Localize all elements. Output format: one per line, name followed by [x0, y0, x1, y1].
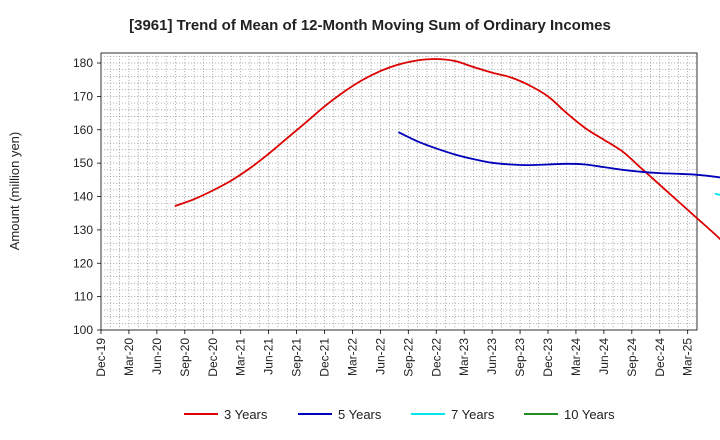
x-tick-label: Mar-23 [457, 338, 471, 376]
x-tick-label: Mar-24 [569, 338, 583, 376]
legend-label-7-years: 7 Years [451, 407, 495, 422]
x-tick-label: Dec-21 [318, 338, 332, 377]
x-tick-label: Sep-24 [625, 338, 639, 377]
y-tick-label: 160 [73, 123, 93, 137]
legend-label-3-years: 3 Years [224, 407, 268, 422]
x-tick-label: Mar-21 [234, 338, 248, 376]
series-line-3-years [174, 58, 720, 241]
chart-title: [3961] Trend of Mean of 12-Month Moving … [129, 17, 611, 34]
y-tick-label: 130 [73, 223, 93, 237]
x-tick-label: Sep-23 [513, 338, 527, 377]
x-tick-label: Mar-25 [681, 338, 695, 376]
x-tick-label: Dec-24 [653, 338, 667, 377]
y-axis-label: Amount (million yen) [7, 132, 22, 251]
x-tick-label: Jun-21 [262, 338, 276, 375]
y-tick-label: 180 [73, 56, 93, 70]
legend-label-10-years: 10 Years [564, 407, 615, 422]
series-lines [174, 58, 720, 241]
y-tick-label: 120 [73, 256, 93, 270]
x-tick-label: Sep-22 [401, 338, 415, 377]
x-tick-label: Jun-20 [150, 338, 164, 375]
x-tick-label: Mar-20 [122, 338, 136, 376]
legend-label-5-years: 5 Years [338, 407, 382, 422]
x-tick-label: Sep-21 [290, 338, 304, 377]
x-tick-label: Jun-22 [373, 338, 387, 375]
y-tick-label: 140 [73, 190, 93, 204]
x-tick-label: Dec-19 [94, 338, 108, 377]
x-axis: Dec-19 Mar-20 Jun-20 Sep-20 Dec-20 Mar-21 Jun-… [94, 330, 695, 377]
y-axis: 100 110 120 130 140 150 160 170 180 [73, 56, 101, 337]
x-tick-label: Jun-24 [597, 338, 611, 375]
x-tick-label: Dec-22 [429, 338, 443, 377]
y-tick-label: 150 [73, 156, 93, 170]
x-tick-label: Jun-23 [485, 338, 499, 375]
x-tick-label: Mar-22 [345, 338, 359, 376]
y-tick-label: 110 [74, 290, 93, 304]
legend: 3 Years 5 Years 7 Years 10 Years [184, 407, 615, 422]
series-line-5-years [398, 131, 720, 179]
x-tick-label: Sep-20 [178, 338, 192, 377]
series-line-7-years [714, 192, 720, 196]
y-tick-label: 100 [73, 323, 93, 337]
x-tick-label: Dec-23 [541, 338, 555, 377]
grid [101, 53, 697, 330]
y-tick-label: 170 [73, 89, 93, 103]
x-tick-label: Dec-20 [206, 338, 220, 377]
